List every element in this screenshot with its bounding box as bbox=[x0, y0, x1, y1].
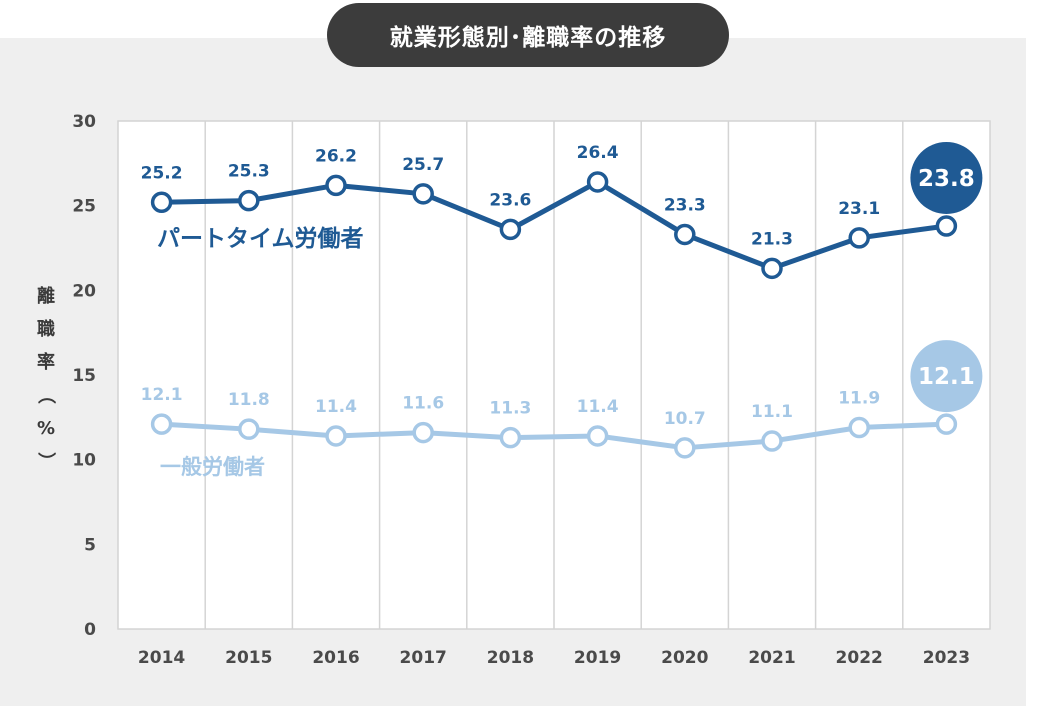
series-line bbox=[159, 421, 949, 451]
data-label: 12.1 bbox=[141, 385, 183, 405]
data-label: 11.1 bbox=[751, 402, 793, 422]
y-axis-title-char: ） bbox=[35, 452, 56, 470]
data-label: 11.4 bbox=[315, 397, 357, 417]
series-line bbox=[159, 179, 949, 271]
y-axis-title-char: 率 bbox=[37, 351, 55, 373]
x-tick-label: 2020 bbox=[661, 648, 708, 668]
data-point-marker bbox=[499, 426, 522, 449]
data-label: 11.9 bbox=[838, 388, 880, 408]
data-point-marker bbox=[325, 174, 347, 197]
data-label: 11.3 bbox=[489, 399, 531, 419]
data-label: 23.1 bbox=[838, 199, 880, 219]
data-point-marker bbox=[848, 416, 870, 439]
series-name-label: 一般労働者 bbox=[160, 455, 265, 479]
y-axis-title-char: 職 bbox=[37, 318, 55, 340]
highlight-bubble bbox=[910, 141, 983, 214]
highlight-bubble-label: 23.8 bbox=[918, 166, 975, 192]
data-label: 26.2 bbox=[315, 146, 357, 166]
data-point-marker bbox=[150, 413, 173, 435]
data-point-marker bbox=[674, 223, 696, 246]
data-point-marker bbox=[325, 425, 347, 447]
data-label: 23.3 bbox=[664, 195, 706, 215]
data-point-marker bbox=[412, 183, 434, 205]
data-label: 26.4 bbox=[577, 143, 619, 163]
x-tick-label: 2018 bbox=[487, 648, 534, 668]
series-name-label: パートタイム労働者 bbox=[157, 225, 364, 252]
label-layer: 25.2 25.3 26.2 25.7 23.6 26.4 23.3 21.3 23.1 23.8… bbox=[141, 141, 983, 479]
x-tick-label: 2017 bbox=[400, 648, 447, 668]
chart-title: 就業形態別･離職率の推移 bbox=[327, 3, 729, 67]
data-point-marker bbox=[238, 189, 260, 212]
data-point-marker bbox=[238, 418, 260, 440]
data-point-marker bbox=[674, 437, 696, 459]
data-point-marker bbox=[935, 215, 958, 237]
data-point-marker bbox=[150, 191, 173, 214]
data-label: 25.3 bbox=[228, 162, 270, 182]
data-label: 21.3 bbox=[751, 229, 793, 249]
x-tick-label: 2022 bbox=[836, 648, 883, 668]
axis-layer: 0 5 10 15 20 25 30 2014 2015 2016 2017 2018 2019 2020… bbox=[35, 112, 970, 668]
data-point-marker bbox=[586, 171, 609, 193]
x-tick-label: 2016 bbox=[312, 648, 359, 668]
series-layer bbox=[150, 171, 958, 459]
data-point-marker bbox=[848, 227, 870, 249]
y-tick-label: 0 bbox=[84, 620, 96, 640]
y-axis-title-char: 離 bbox=[37, 285, 55, 307]
data-point-marker bbox=[586, 425, 609, 447]
data-label: 25.7 bbox=[402, 155, 444, 175]
x-tick-label: 2019 bbox=[574, 648, 621, 668]
y-tick-label: 30 bbox=[72, 112, 96, 132]
y-tick-label: 25 bbox=[72, 197, 96, 217]
x-tick-label: 2023 bbox=[923, 648, 970, 668]
data-point-marker bbox=[499, 218, 522, 241]
data-label: 11.8 bbox=[228, 390, 270, 410]
highlight-bubble-label: 12.1 bbox=[918, 364, 975, 390]
data-label: 25.2 bbox=[141, 163, 183, 183]
data-point-marker bbox=[761, 430, 783, 452]
y-axis-title-char: % bbox=[37, 418, 55, 439]
y-tick-label: 20 bbox=[72, 281, 96, 301]
data-label: 11.6 bbox=[402, 394, 444, 414]
data-point-marker bbox=[412, 421, 434, 444]
data-label: 23.6 bbox=[489, 190, 531, 210]
y-tick-label: 15 bbox=[72, 366, 96, 386]
y-axis-title-char: （ bbox=[35, 386, 56, 404]
data-label: 11.4 bbox=[577, 397, 619, 417]
highlight-bubble bbox=[910, 340, 983, 413]
x-tick-label: 2014 bbox=[138, 648, 185, 668]
data-label: 10.7 bbox=[664, 409, 706, 429]
y-tick-label: 5 bbox=[84, 535, 96, 555]
x-tick-label: 2015 bbox=[225, 648, 272, 668]
data-point-marker bbox=[935, 413, 958, 435]
x-tick-label: 2021 bbox=[748, 648, 795, 668]
y-tick-label: 10 bbox=[72, 451, 96, 471]
data-point-marker bbox=[761, 257, 783, 280]
